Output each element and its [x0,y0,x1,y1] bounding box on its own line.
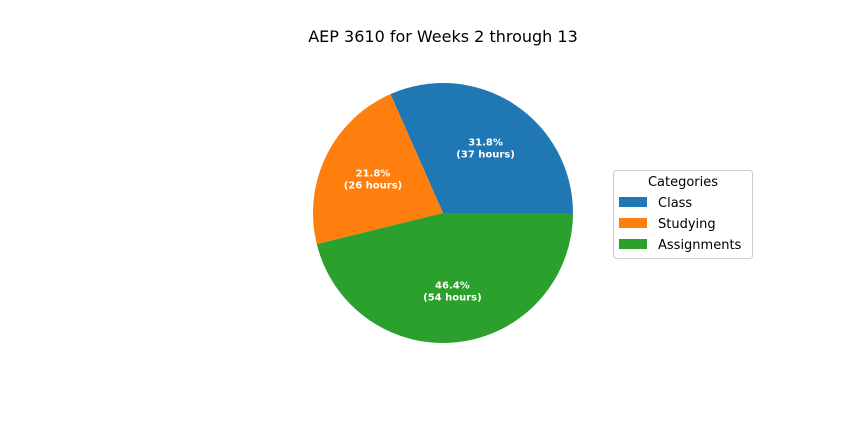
pie-slice-studying [313,94,443,245]
slice-hours-label: (54 hours) [423,292,482,303]
pie-slice-class [390,83,573,214]
legend-entry-class: Class [658,196,692,211]
chart-title: AEP 3610 for Weeks 2 through 13 [308,27,578,46]
legend-swatch-class [619,197,647,207]
legend-entry-studying: Studying [658,217,716,232]
pie-slice-assignments [316,213,573,344]
legend-frame [613,170,753,259]
slice-labels: 31.8%(37 hours) 21.8%(26 hours) 46.4%(54 h… [344,138,515,304]
legend-swatch-assignments [619,239,647,249]
pie-slices [313,83,573,344]
legend-swatch-studying [619,218,647,228]
slice-percent-label: 31.8% [468,138,503,149]
legend: Categories Class Studying Assignments [613,170,753,259]
legend-title: Categories [648,175,718,190]
slice-hours-label: (37 hours) [456,150,515,161]
legend-entry-assignments: Assignments [658,238,742,253]
slice-percent-label: 21.8% [356,169,391,180]
legend-items: Class Studying Assignments [619,196,742,253]
slice-hours-label: (26 hours) [344,181,403,192]
slice-percent-label: 46.4% [435,280,470,291]
